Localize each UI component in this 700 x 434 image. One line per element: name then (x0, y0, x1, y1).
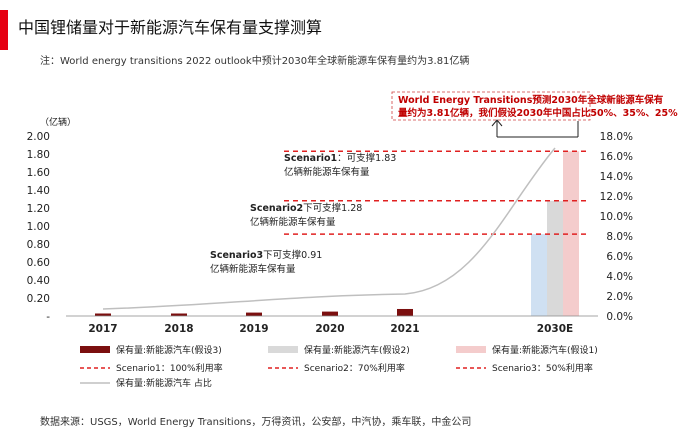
y-tick-label: 2.00 (27, 131, 50, 143)
bar-2017-0 (95, 313, 111, 316)
share-line (102, 147, 556, 310)
y2-tick-label: 10.0% (600, 211, 633, 223)
bar-2030E-0 (531, 234, 547, 316)
y2-tick-label: 2.0% (606, 291, 633, 303)
y2-axis-ticks: 18.0% 16.0% 14.0% 12.0% 10.0% 8.0% 6.0% 4.0% 2.0… (600, 131, 633, 323)
y-axis-ticks: 2.00 1.80 1.60 1.40 1.20 1.00 0.80 0.60 0.40 0.20… (27, 131, 51, 323)
bar-2020-0 (322, 311, 338, 316)
legend-label-share-line: 保有量:新能源汽车 占比 (116, 377, 212, 389)
annotation-scenario3-line2: 亿辆新能源车保有量 (210, 263, 296, 275)
y-tick-label: 0.80 (27, 239, 50, 251)
y-tick-label: - (46, 311, 50, 323)
legend-swatch-scenario1-bar (456, 346, 486, 353)
bar-2019-0 (246, 312, 262, 316)
y-tick-label: 0.60 (27, 257, 50, 269)
y2-tick-label: 18.0% (600, 131, 633, 143)
x-tick-label: 2020 (315, 323, 344, 335)
annotation-top-line2: 量约为3.81亿辆，我们假设2030年中国占比50%、35%、25% (398, 107, 678, 119)
y-tick-label: 0.20 (27, 293, 50, 305)
y2-tick-label: 8.0% (606, 231, 633, 243)
legend-swatch-scenario2-bar (268, 346, 298, 353)
y-tick-label: 1.80 (27, 149, 50, 161)
legend-label-scenario3-bar: 保有量:新能源汽车(假设3) (116, 344, 222, 356)
chart-note: 注：World energy transitions 2022 outlook中… (40, 56, 470, 67)
y2-tick-label: 4.0% (606, 271, 633, 283)
x-tick-label: 2021 (390, 323, 419, 335)
x-tick-label: 2019 (239, 323, 268, 335)
bar-2018-0 (171, 313, 187, 316)
bar-2021-0 (397, 308, 413, 316)
y2-tick-label: 14.0% (600, 171, 633, 183)
y2-tick-label: 16.0% (600, 151, 633, 163)
y-tick-label: 0.40 (27, 275, 50, 287)
annotation-arrow-head (491, 119, 503, 127)
y-tick-label: 1.60 (27, 167, 50, 179)
x-tick-label: 2030E (537, 323, 573, 335)
legend-label-scenario1-bar: 保有量:新能源汽车(假设1) (492, 344, 598, 356)
legend-label-scenario3-line: Scenario3：50%利用率 (492, 362, 593, 374)
annotation-scenario1: Scenario1：可支撑1.83 (284, 152, 396, 164)
reference-lines (284, 150, 590, 235)
x-tick-label: 2018 (164, 323, 193, 335)
x-tick-label: 2017 (88, 323, 117, 335)
y2-tick-label: 6.0% (606, 251, 633, 263)
source-note: 数据来源：USGS，World Energy Transitions，万得资讯，… (40, 417, 472, 428)
annotation-scenario2-line2: 亿辆新能源车保有量 (250, 216, 336, 228)
legend-label-scenario1-line: Scenario1：100%利用率 (116, 362, 223, 374)
annotation-scenario3: Scenario3下可支撑0.91 (210, 249, 322, 261)
annotation-top-line1: World Energy Transitions预测2030年全球新能源车保有 (398, 94, 664, 106)
x-axis-ticks: 2017 2018 2019 2020 2021 2030E (88, 323, 573, 335)
legend-swatch-scenario3-bar (80, 346, 110, 353)
y-tick-label: 1.40 (27, 185, 50, 197)
page-title: 中国锂储量对于新能源汽车保有量支撑测算 (18, 18, 323, 37)
legend-label-scenario2-bar: 保有量:新能源汽车(假设2) (304, 344, 410, 356)
bar-2030E-2 (563, 151, 579, 316)
title-accent-bar (0, 10, 8, 50)
y2-tick-label: 12.0% (600, 191, 633, 203)
y-tick-label: 1.00 (27, 221, 50, 233)
legend: 保有量:新能源汽车(假设3) 保有量:新能源汽车(假设2) 保有量:新能源汽车(… (80, 344, 598, 389)
annotation-box (391, 91, 591, 121)
y-axis-unit: （亿辆） (40, 116, 76, 128)
bar-2030E-1 (547, 200, 563, 316)
annotation-scenario2: Scenario2下可支撑1.28 (250, 202, 362, 214)
annotation-scenario1-line2: 亿辆新能源车保有量 (284, 166, 370, 178)
bars (95, 151, 579, 316)
y-tick-label: 1.20 (27, 203, 50, 215)
legend-label-scenario2-line: Scenario2：70%利用率 (304, 362, 405, 374)
y2-tick-label: 0.0% (606, 311, 633, 323)
